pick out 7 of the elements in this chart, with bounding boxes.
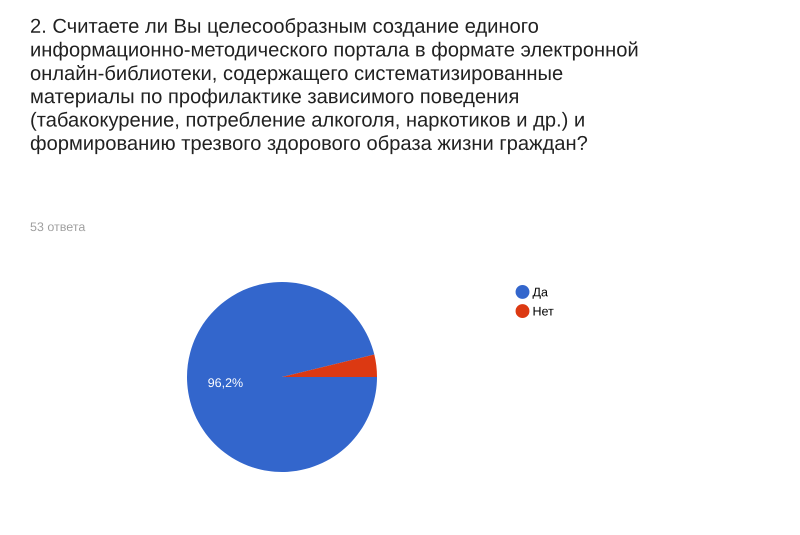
data-label: 96,2% <box>208 378 243 389</box>
chart-title: 2. Считаете ли Вы целесообразным создание единого информационно-методического портала в формате электронной онлайн-библиотеки, содержащего систематизированные материалы по профилактике зависимого поведения (табакокурение, потребление алкоголя, наркотиков и др.) и формированию трезвого здорового образа жизни граждан? <box>30 18 638 154</box>
pie-slice <box>187 282 377 472</box>
legend-label: Нет <box>534 306 554 316</box>
pie-slice <box>282 354 377 377</box>
text: 53 ответа <box>30 222 86 232</box>
legend-label: Да <box>532 288 548 299</box>
